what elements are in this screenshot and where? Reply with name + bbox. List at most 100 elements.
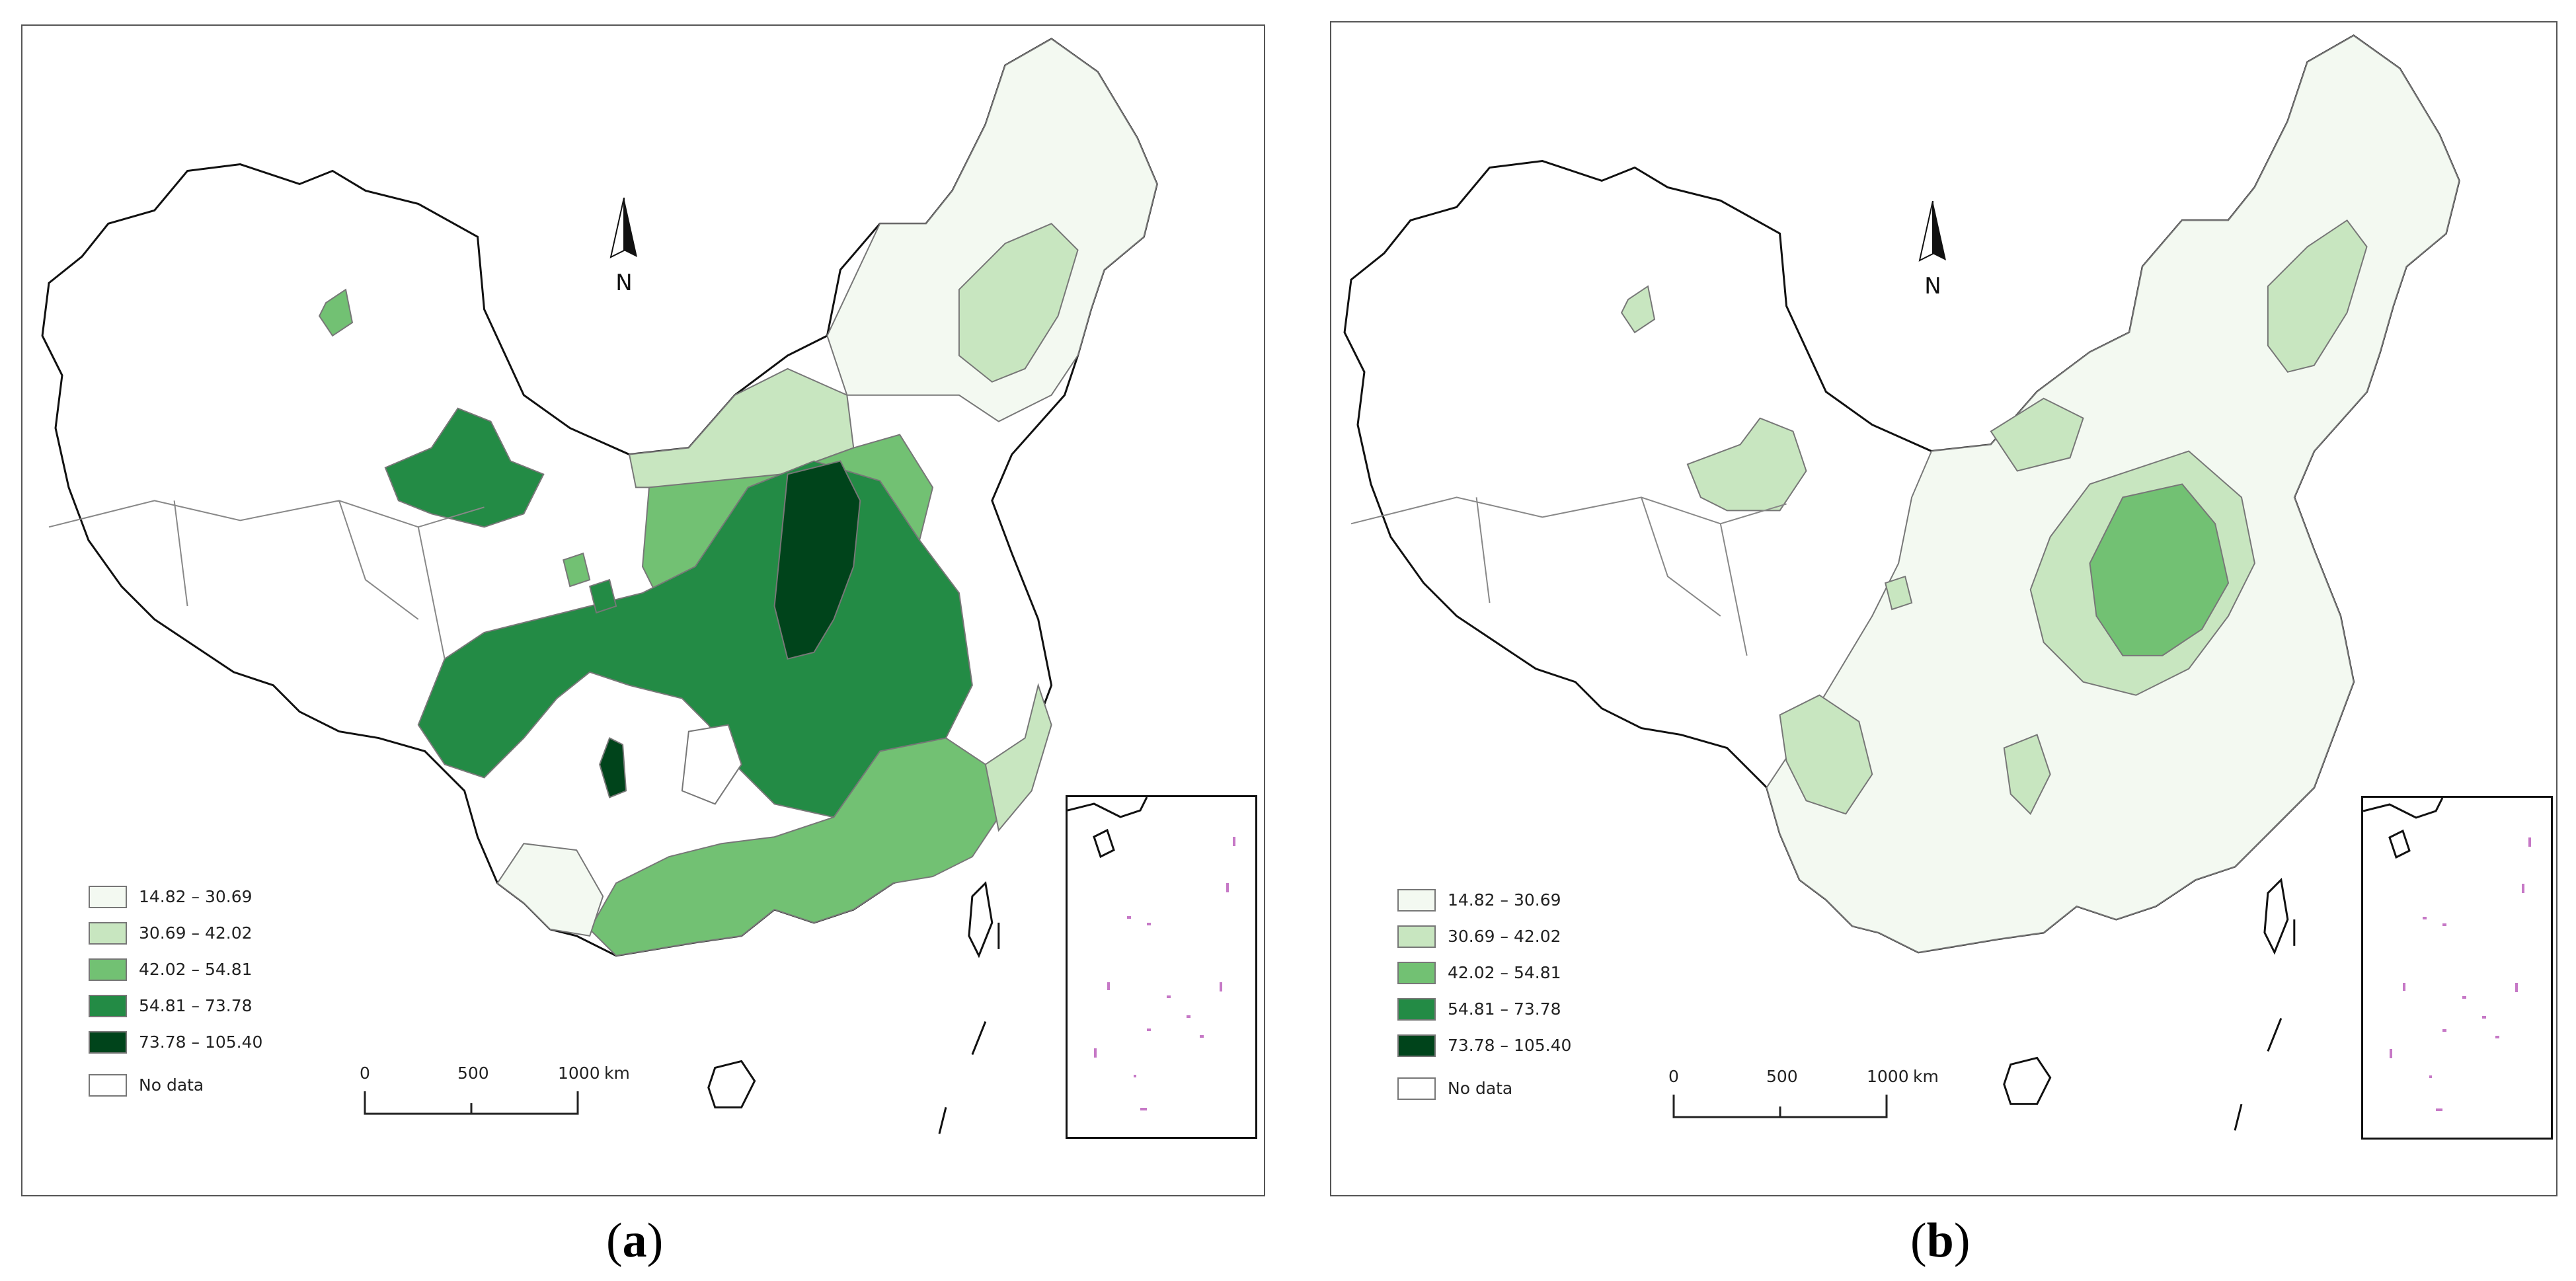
- legend-label: 14.82 – 30.69: [139, 887, 253, 906]
- caption-open: (: [606, 1214, 623, 1268]
- scale-tick-label: 1000: [558, 1064, 600, 1083]
- china-choropleth-map-a: [41, 38, 1158, 1134]
- legend-label: 73.78 – 105.40: [139, 1032, 263, 1052]
- province-boundary: [1350, 496, 1787, 656]
- region-class2: [1990, 397, 2084, 472]
- region-class3: [2089, 483, 2230, 656]
- legend-item: 54.81 – 73.78: [1397, 991, 1571, 1027]
- north-arrow: N: [1913, 200, 1953, 299]
- scale-tick-label: 0: [1668, 1067, 1679, 1086]
- taiwan-island: [2263, 877, 2289, 955]
- legend-label: 30.69 – 42.02: [1448, 927, 1561, 946]
- legend-item: 30.69 – 42.02: [1397, 918, 1571, 954]
- region-class2: [1686, 417, 1807, 512]
- legend-label: 73.78 – 105.40: [1448, 1036, 1572, 1055]
- legend-swatch: [1397, 888, 1436, 912]
- caption-letter: a: [622, 1214, 647, 1268]
- legend-item: 73.78 – 105.40: [1397, 1027, 1571, 1064]
- legend: 14.82 – 30.69 30.69 – 42.02 42.02 – 54.8…: [1397, 882, 1571, 1106]
- scale-unit: km: [1913, 1067, 1939, 1086]
- region-class5: [773, 460, 861, 660]
- coast-marks: [938, 922, 1000, 1134]
- legend-item: 14.82 – 30.69: [1397, 882, 1571, 918]
- region-class2: [1620, 285, 1656, 334]
- region-class2: [958, 223, 1079, 383]
- legend-swatch: [89, 921, 127, 945]
- region-class2: [1779, 694, 1873, 815]
- legend-item: 54.81 – 73.78: [89, 988, 262, 1024]
- legend-label: No data: [139, 1075, 204, 1095]
- china-choropleth-map-b: [1343, 34, 2460, 1131]
- legend-label: 30.69 – 42.02: [139, 923, 253, 943]
- scale-unit: km: [604, 1064, 630, 1083]
- legend-item: 42.02 – 54.81: [1397, 954, 1571, 991]
- scale-tick-label: 500: [457, 1064, 489, 1083]
- caption-open: (: [1910, 1214, 1927, 1268]
- scale-bar-line: [1672, 1095, 1888, 1118]
- legend-swatch: [1397, 1077, 1436, 1100]
- caption-letter: b: [1926, 1214, 1954, 1268]
- region-class5: [599, 737, 627, 798]
- map-panel-b: N 14.82 – 30.69 30.69 – 42.02 42.02 – 54…: [1330, 21, 2557, 1196]
- hainan-island: [2003, 1056, 2052, 1105]
- north-arrow-icon: [609, 197, 637, 258]
- legend-label: 42.02 – 54.81: [139, 960, 253, 979]
- legend-item: 42.02 – 54.81: [89, 951, 262, 988]
- legend-label: No data: [1448, 1079, 1513, 1098]
- legend-item: No data: [1397, 1070, 1571, 1106]
- legend-swatch: [89, 1073, 127, 1097]
- legend-swatch: [1397, 961, 1436, 984]
- legend-item: 73.78 – 105.40: [89, 1024, 262, 1060]
- inset-map: [1067, 796, 1235, 1110]
- south-china-sea-inset: [1066, 795, 1257, 1139]
- scale-bar: 0 500 1000 km: [360, 1064, 630, 1136]
- region-class4: [384, 407, 545, 528]
- south-china-sea-inset: [2361, 796, 2553, 1140]
- legend-label: 54.81 – 73.78: [139, 996, 253, 1015]
- region-class2: [984, 683, 1052, 832]
- inset-map: [2362, 797, 2531, 1111]
- region-class2: [2267, 219, 2368, 373]
- legend-swatch: [1397, 925, 1436, 948]
- legend-label: 42.02 – 54.81: [1448, 963, 1561, 982]
- legend: 14.82 – 30.69 30.69 – 42.02 42.02 – 54.8…: [89, 878, 262, 1103]
- caption-a: (a): [606, 1213, 663, 1269]
- caption-close: ): [646, 1214, 664, 1268]
- north-label: N: [615, 270, 633, 296]
- taiwan-island: [968, 880, 994, 958]
- region-class1: [496, 843, 604, 937]
- north-arrow: N: [604, 197, 644, 296]
- scale-bar-line: [364, 1091, 579, 1115]
- region-class2: [2003, 734, 2051, 815]
- north-arrow-icon: [1918, 200, 1946, 262]
- no-data-region: [681, 724, 742, 805]
- legend-swatch: [1397, 1034, 1436, 1057]
- hainan-island: [707, 1060, 756, 1108]
- scale-tick-label: 0: [360, 1064, 370, 1083]
- region-class3: [318, 288, 354, 337]
- coast-marks: [2234, 919, 2296, 1131]
- region-class4: [588, 578, 617, 614]
- region-class3: [563, 552, 591, 588]
- map-panel-a: N 14.82 – 30.69 30.69 – 42.02 42.02 – 54…: [21, 24, 1265, 1196]
- caption-close: ): [1953, 1214, 1971, 1268]
- region-class2: [1885, 575, 1913, 611]
- legend-swatch: [89, 1030, 127, 1054]
- scale-bar: 0 500 1000 km: [1668, 1067, 1939, 1140]
- legend-swatch: [1397, 997, 1436, 1021]
- legend-item: 30.69 – 42.02: [89, 915, 262, 951]
- legend-item: 14.82 – 30.69: [89, 878, 262, 915]
- legend-label: 54.81 – 73.78: [1448, 999, 1561, 1019]
- legend-item: No data: [89, 1067, 262, 1103]
- legend-swatch: [89, 958, 127, 981]
- scale-tick-label: 500: [1766, 1067, 1798, 1086]
- legend-swatch: [89, 885, 127, 908]
- north-label: N: [1924, 273, 1941, 299]
- region-class1: [826, 38, 1158, 422]
- province-boundary: [48, 500, 485, 660]
- legend-swatch: [89, 994, 127, 1017]
- legend-label: 14.82 – 30.69: [1448, 890, 1561, 910]
- caption-b: (b): [1910, 1213, 1970, 1269]
- scale-tick-label: 1000: [1867, 1067, 1909, 1086]
- region-class3: [588, 737, 999, 956]
